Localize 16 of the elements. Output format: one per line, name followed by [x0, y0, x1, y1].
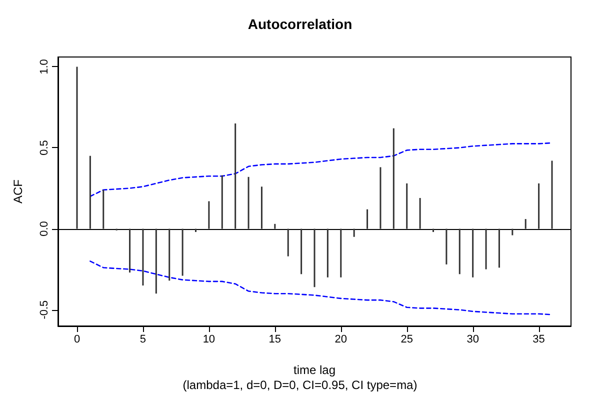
- x-tick-label: 35: [532, 334, 545, 346]
- x-tick-label: 0: [74, 334, 80, 346]
- x-tick-label: 5: [140, 334, 146, 346]
- x-tick-label: 20: [334, 334, 348, 346]
- x-axis-title: time lag: [293, 363, 336, 377]
- y-tick-label: 0.5: [38, 140, 50, 156]
- x-tick-label: 25: [400, 334, 413, 346]
- y-axis-title: ACF: [11, 180, 25, 204]
- chart-title: Autocorrelation: [248, 16, 352, 32]
- y-tick-label: 0.0: [38, 221, 50, 236]
- x-tick-label: 30: [466, 334, 479, 346]
- x-tick-label: 15: [268, 334, 282, 346]
- y-tick-label: -0.5: [38, 300, 50, 320]
- x-tick-label: 10: [202, 334, 216, 346]
- text: (lambda=1, d=0, D=0, CI=0.95, CI type=ma): [182, 378, 418, 392]
- y-tick-label: 1.0: [38, 59, 50, 74]
